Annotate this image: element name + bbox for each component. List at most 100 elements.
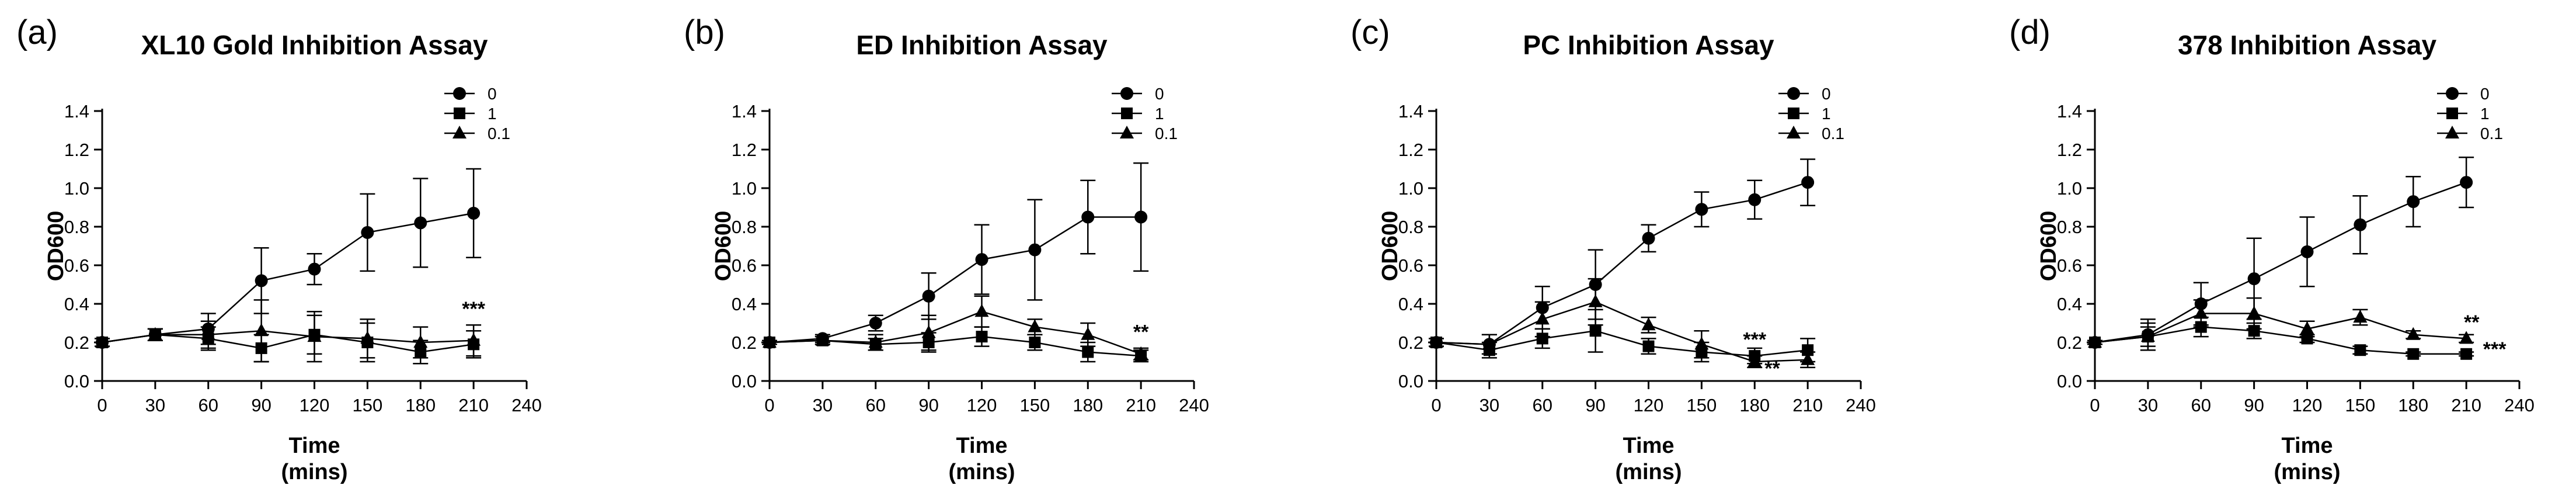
legend-entry: 0 — [444, 85, 497, 103]
y-tick-label: 1.2 — [2057, 140, 2082, 160]
data-point — [1801, 352, 1815, 365]
y-tick-label: 1.0 — [64, 178, 89, 199]
y-tick-label: 1.4 — [1398, 101, 1423, 122]
y-axis-label: OD600 — [44, 211, 68, 281]
y-tick-label: 1.4 — [64, 101, 89, 122]
x-tick-label: 0 — [1431, 395, 1441, 415]
data-point — [2406, 327, 2421, 340]
data-point — [921, 325, 936, 338]
x-tick-label: 30 — [1480, 395, 1499, 415]
data-point — [2140, 329, 2155, 342]
data-point — [1694, 337, 1709, 350]
legend-label: 1 — [488, 105, 497, 123]
legend-marker — [2445, 126, 2459, 138]
data-point — [414, 216, 427, 230]
x-tick-label: 90 — [1585, 395, 1605, 415]
data-point — [2194, 306, 2208, 319]
chart-title: PC Inhibition Assay — [1523, 30, 1774, 60]
data-point — [308, 262, 321, 276]
y-tick-label: 0.4 — [732, 294, 757, 314]
series-0-1 — [1429, 278, 1816, 369]
data-point — [2248, 325, 2260, 337]
x-tick-label: 150 — [1687, 395, 1717, 415]
series-0-1 — [762, 295, 1149, 361]
series-line — [1436, 181, 1808, 345]
significance-label: *** — [1743, 329, 1766, 351]
data-point — [360, 331, 375, 344]
legend-entry: 0 — [2437, 85, 2490, 103]
x-tick-label: 30 — [813, 395, 833, 415]
legend-marker — [1120, 126, 1134, 138]
series-0-1 — [95, 299, 482, 363]
significance-label: *** — [2483, 338, 2507, 361]
data-point — [1028, 243, 1042, 257]
legend-marker — [1121, 108, 1133, 119]
y-tick-label: 1.2 — [732, 140, 757, 160]
y-tick-label: 0.6 — [64, 255, 89, 276]
x-tick-label: 210 — [2451, 395, 2481, 415]
data-point — [1134, 346, 1148, 359]
x-axis-label: Time — [1623, 434, 1674, 458]
data-point — [2354, 218, 2367, 231]
legend-label: 0 — [1822, 85, 1831, 103]
data-point — [868, 335, 883, 348]
data-point — [2460, 348, 2473, 360]
series-line — [102, 212, 474, 344]
chart-panel-2: (b) ED Inhibition Assay 0.0 0.2 0.4 0.6 0.8 1.0… — [684, 13, 1209, 484]
legend-marker — [1787, 126, 1801, 138]
data-point — [307, 329, 322, 342]
y-tick-label: 0.8 — [732, 217, 757, 237]
y-tick-label: 1.4 — [2057, 101, 2082, 122]
y-tick-label: 0.6 — [1398, 255, 1423, 276]
data-point — [148, 327, 162, 340]
x-tick-label: 150 — [1020, 395, 1050, 415]
data-point — [1747, 354, 1762, 367]
x-tick-label: 30 — [2138, 395, 2158, 415]
x-tick-label: 150 — [353, 395, 383, 415]
data-point — [2354, 344, 2366, 356]
data-point — [922, 289, 935, 303]
x-axis-label-unit: (mins) — [281, 460, 348, 484]
data-point — [763, 335, 777, 348]
data-point — [1134, 210, 1148, 224]
data-point — [1748, 193, 1762, 206]
data-point — [467, 206, 481, 220]
data-point — [467, 332, 481, 346]
y-tick-label: 0.8 — [64, 217, 89, 237]
series-line — [1436, 301, 1808, 363]
data-point — [976, 331, 988, 343]
series-line — [2094, 326, 2467, 355]
series-line — [1436, 330, 1808, 357]
legend-marker — [1120, 87, 1133, 100]
data-point — [413, 335, 428, 348]
legend-entry: 1 — [1112, 105, 1164, 123]
x-tick-label: 210 — [1792, 395, 1823, 415]
y-tick-label: 0.2 — [64, 332, 89, 353]
legend-entry: 0.1 — [1112, 124, 1178, 143]
data-point — [1642, 340, 1655, 352]
chart-title: ED Inhibition Assay — [856, 30, 1108, 60]
data-point — [2459, 331, 2474, 344]
series-0-1 — [2087, 297, 2474, 351]
data-point — [361, 226, 374, 239]
y-tick-label: 1.2 — [1398, 140, 1423, 160]
x-axis-label-unit: (mins) — [1616, 460, 1682, 484]
data-point — [1536, 332, 1548, 345]
data-point — [2460, 176, 2473, 189]
y-tick-label: 1.0 — [732, 178, 757, 199]
data-point — [201, 327, 215, 340]
legend-entry: 1 — [1778, 105, 1831, 123]
data-point — [1695, 203, 1708, 216]
series-line — [769, 310, 1141, 355]
x-tick-label: 60 — [1533, 395, 1552, 415]
y-tick-label: 0.2 — [1398, 332, 1423, 353]
x-tick-label: 240 — [511, 395, 542, 415]
data-point — [2247, 306, 2261, 319]
x-tick-label: 120 — [1634, 395, 1664, 415]
y-tick-label: 0.0 — [64, 371, 89, 391]
legend-entry: 0 — [1112, 85, 1164, 103]
data-point — [2300, 245, 2314, 258]
x-axis-label-unit: (mins) — [2274, 460, 2341, 484]
data-point — [2353, 310, 2368, 323]
